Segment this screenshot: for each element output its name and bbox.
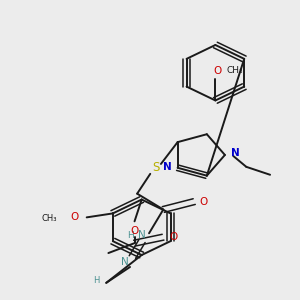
Text: N: N bbox=[163, 162, 171, 172]
Text: N: N bbox=[122, 257, 129, 267]
Text: S: S bbox=[152, 161, 160, 174]
Text: O: O bbox=[214, 66, 222, 76]
Text: O: O bbox=[200, 196, 208, 207]
Text: H: H bbox=[127, 231, 134, 240]
Text: O: O bbox=[130, 226, 139, 236]
Text: O: O bbox=[170, 232, 178, 242]
Text: N: N bbox=[138, 230, 146, 240]
Text: O: O bbox=[71, 212, 79, 222]
Text: H: H bbox=[94, 276, 100, 285]
Text: CH₃: CH₃ bbox=[226, 66, 243, 75]
Text: N: N bbox=[231, 148, 240, 158]
Text: CH₃: CH₃ bbox=[41, 214, 57, 223]
